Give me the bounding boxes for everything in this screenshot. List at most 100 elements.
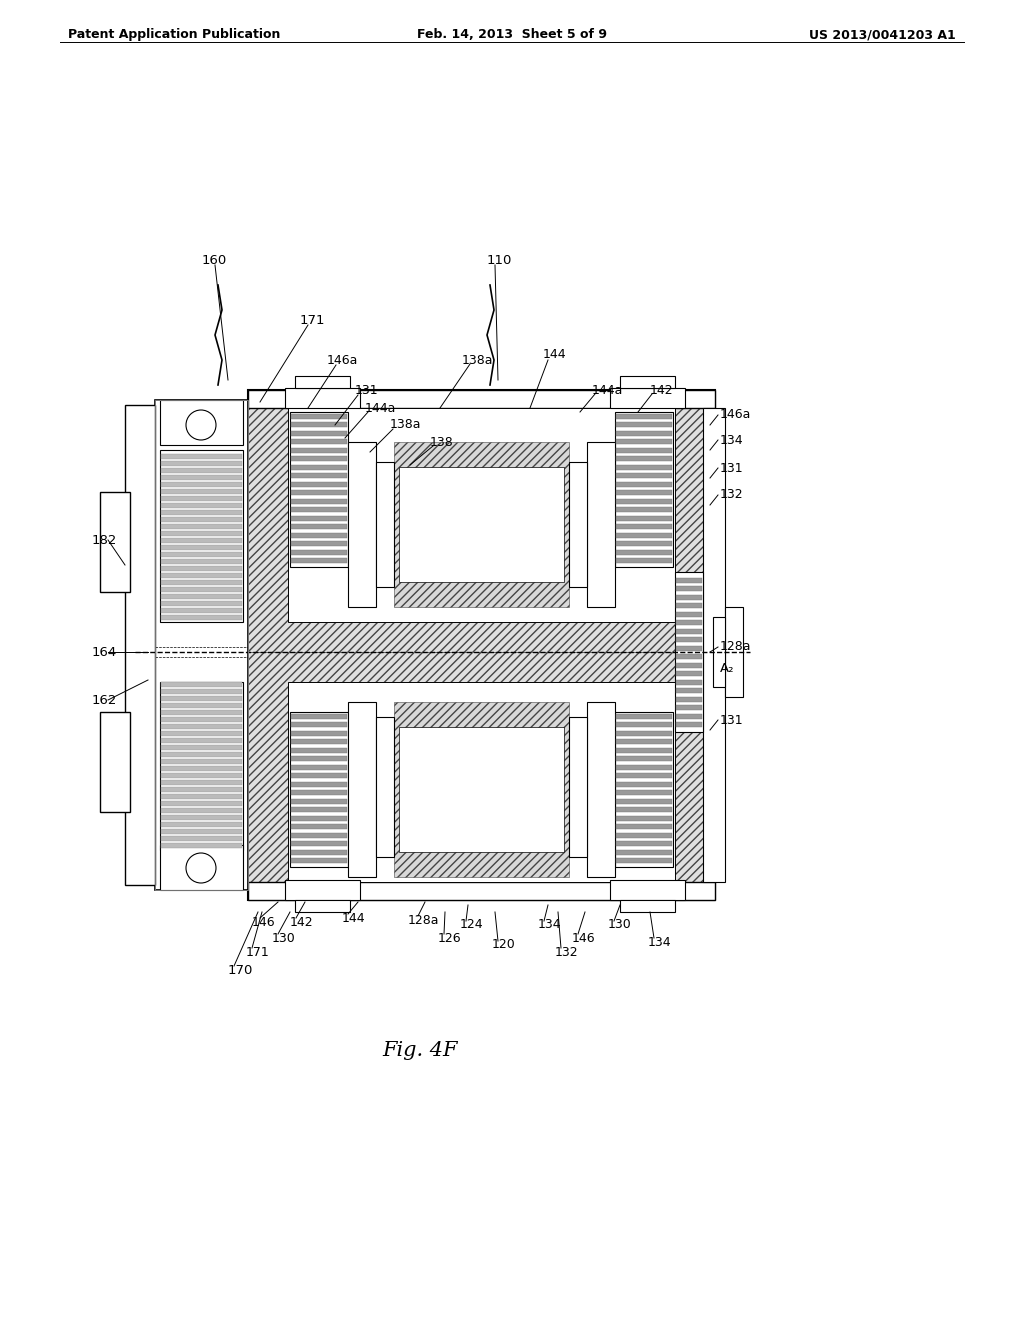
Text: Feb. 14, 2013  Sheet 5 of 9: Feb. 14, 2013 Sheet 5 of 9 (417, 28, 607, 41)
Bar (610, 880, 685, 900)
Bar (615, 711, 673, 867)
Text: 164: 164 (92, 645, 118, 659)
Bar (161, 710, 242, 715)
Text: 131: 131 (355, 384, 379, 396)
Bar (616, 730, 672, 735)
Bar (616, 440, 672, 444)
Bar (285, 880, 360, 900)
Bar (161, 517, 242, 521)
Bar (161, 510, 242, 515)
Bar (616, 455, 672, 461)
Bar (291, 833, 347, 837)
Bar (248, 408, 715, 652)
Circle shape (186, 853, 216, 883)
Text: 146a: 146a (720, 408, 752, 421)
Bar (587, 442, 615, 607)
Bar (161, 696, 242, 701)
Bar (161, 689, 242, 694)
Circle shape (186, 411, 216, 440)
Bar (616, 422, 672, 426)
Bar (161, 601, 242, 606)
Bar (569, 717, 587, 857)
Text: US 2013/0041203 A1: US 2013/0041203 A1 (809, 28, 956, 41)
Text: 171: 171 (246, 945, 269, 958)
Bar (161, 787, 242, 792)
Bar (616, 850, 672, 854)
Bar (291, 549, 347, 554)
Bar (291, 430, 347, 436)
Bar (161, 704, 242, 708)
Text: 146: 146 (252, 916, 275, 929)
Bar (155, 400, 248, 890)
Bar (290, 711, 348, 867)
Bar (291, 841, 347, 846)
Bar (161, 573, 242, 578)
Bar (161, 814, 242, 820)
Bar (291, 789, 347, 795)
Bar (348, 442, 376, 607)
Bar (616, 499, 672, 503)
Bar (291, 532, 347, 537)
Bar (676, 697, 702, 701)
Text: 160: 160 (202, 253, 227, 267)
Bar (616, 541, 672, 546)
Bar (161, 594, 242, 599)
Bar (161, 587, 242, 591)
Bar (291, 413, 347, 418)
Bar (676, 594, 702, 599)
Bar (161, 503, 242, 508)
Bar (616, 747, 672, 752)
Bar (160, 400, 243, 445)
Bar (161, 723, 242, 729)
Bar (161, 579, 242, 585)
Bar (676, 705, 702, 710)
Bar (160, 450, 243, 622)
Bar (587, 702, 615, 876)
Bar (676, 620, 702, 624)
Bar (291, 850, 347, 854)
Bar (161, 759, 242, 764)
Bar (291, 824, 347, 829)
Bar (100, 492, 130, 591)
Bar (288, 408, 675, 622)
Bar (616, 756, 672, 762)
Bar (161, 531, 242, 536)
Bar (291, 764, 347, 770)
Bar (616, 413, 672, 418)
Bar (161, 822, 242, 828)
Bar (291, 499, 347, 503)
Bar (616, 532, 672, 537)
Text: 170: 170 (228, 964, 253, 977)
Bar (291, 440, 347, 444)
Bar (616, 524, 672, 529)
Bar (161, 808, 242, 813)
Bar (161, 609, 242, 612)
Bar (616, 833, 672, 837)
Bar (616, 816, 672, 821)
Text: 130: 130 (272, 932, 296, 945)
Bar (161, 488, 242, 494)
Bar (616, 774, 672, 777)
Bar (291, 858, 347, 863)
Bar (616, 764, 672, 770)
Bar (620, 900, 675, 912)
Bar (676, 611, 702, 616)
Bar (616, 558, 672, 564)
Bar (376, 717, 394, 857)
Bar (291, 781, 347, 787)
Text: 146a: 146a (327, 354, 358, 367)
Bar (161, 496, 242, 502)
Bar (616, 516, 672, 520)
Bar (161, 843, 242, 847)
Bar (161, 552, 242, 557)
Bar (161, 752, 242, 756)
Bar (616, 507, 672, 512)
Bar (291, 799, 347, 804)
Bar (161, 539, 242, 543)
Bar (676, 578, 702, 582)
Bar (161, 545, 242, 550)
Bar (295, 900, 350, 912)
Bar (291, 482, 347, 487)
Bar (291, 465, 347, 470)
Bar (616, 714, 672, 718)
